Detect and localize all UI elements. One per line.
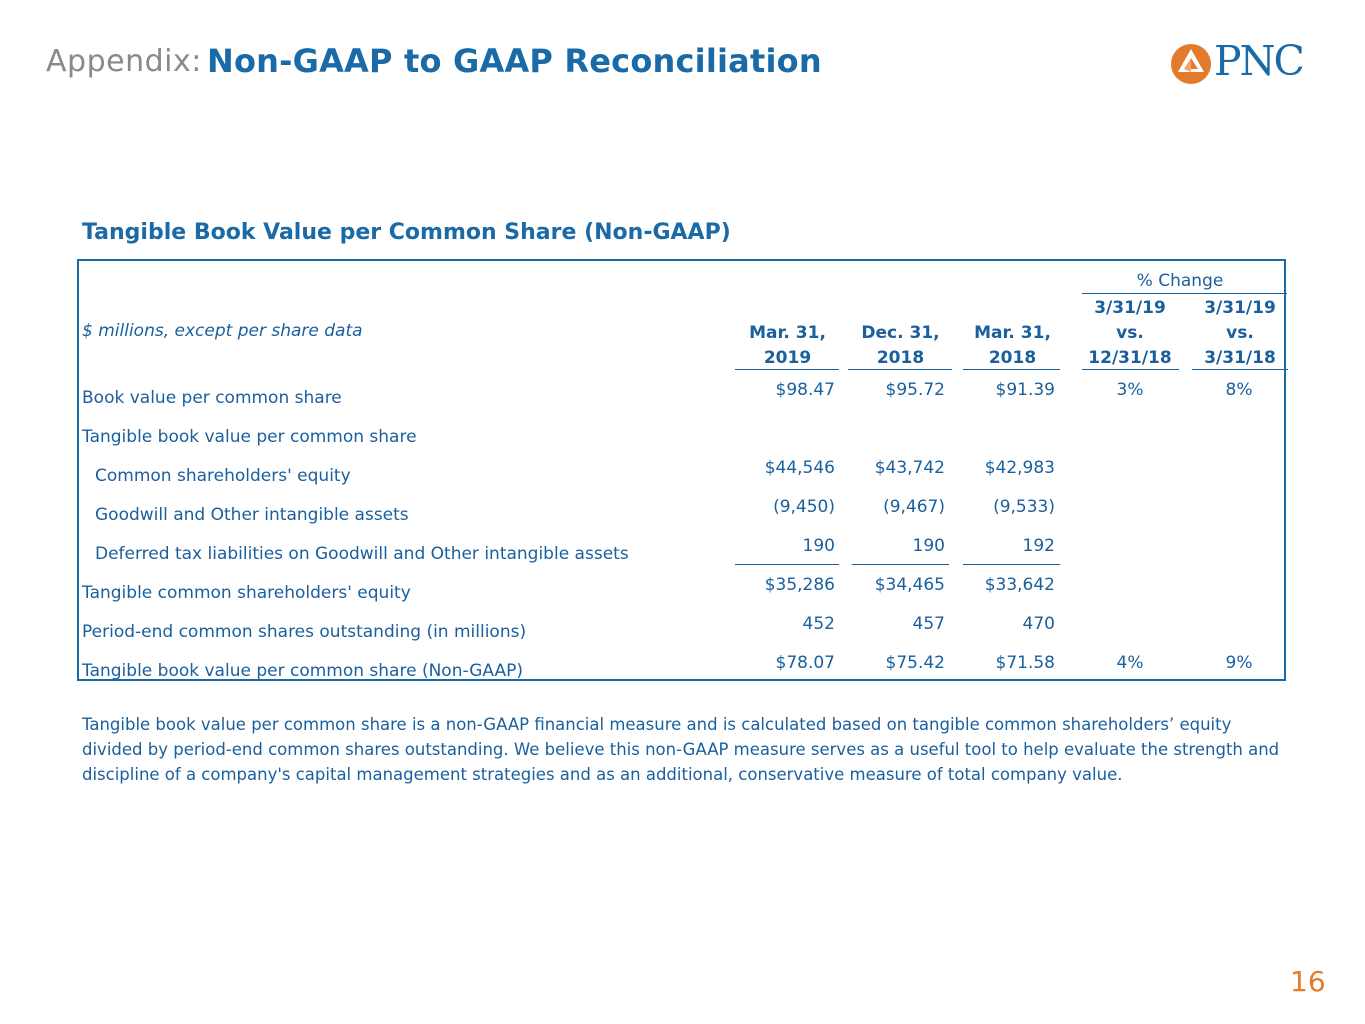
row-value: 470: [1022, 614, 1055, 634]
header-underline: [848, 369, 952, 370]
row-value: (9,450): [773, 497, 835, 517]
row-pct: 4%: [1116, 653, 1144, 673]
row-label: Goodwill and Other intangible assets: [95, 505, 409, 525]
subtotal-underline: [852, 564, 949, 565]
row-value: $71.58: [995, 653, 1055, 673]
row-label: Tangible book value per common share: [82, 427, 417, 447]
row-value: $33,642: [984, 575, 1055, 595]
subtotal-underline: [735, 564, 839, 565]
row-pct: 9%: [1225, 653, 1253, 673]
header-underline: [1192, 369, 1288, 370]
pct-col-header-line3: 12/31/18: [1088, 348, 1172, 368]
row-value: $44,546: [764, 458, 835, 478]
pct-col-header-line1: 3/31/19: [1094, 298, 1166, 318]
col-header-line1: Mar. 31,: [974, 323, 1051, 343]
pct-col-header-line3: 3/31/18: [1204, 348, 1276, 368]
table-frame: [77, 259, 1286, 681]
col-header-line2: 2018: [876, 348, 925, 368]
col-header-line2: 2019: [763, 348, 812, 368]
section-title: Tangible Book Value per Common Share (No…: [82, 220, 731, 245]
pct-change-underline: [1082, 293, 1287, 294]
row-label: Tangible book value per common share (No…: [82, 661, 524, 681]
row-pct: 8%: [1225, 380, 1253, 400]
logo-text: PNC: [1214, 37, 1305, 85]
row-value: 452: [802, 614, 835, 634]
row-value: $34,465: [874, 575, 945, 595]
row-value: $75.42: [885, 653, 945, 673]
row-pct: 3%: [1116, 380, 1144, 400]
row-value: (9,533): [993, 497, 1055, 517]
row-value: $42,983: [984, 458, 1055, 478]
row-value: $78.07: [775, 653, 835, 673]
col-header-line1: Mar. 31,: [749, 323, 826, 343]
pct-col-header-line2: vs.: [1116, 323, 1144, 343]
header-underline: [1082, 369, 1179, 370]
pct-change-header: % Change: [1136, 271, 1224, 291]
row-value: 192: [1022, 536, 1055, 556]
pct-col-header-line2: vs.: [1226, 323, 1254, 343]
page-title: Non-GAAP to GAAP Reconciliation: [207, 42, 822, 80]
row-value: (9,467): [883, 497, 945, 517]
row-value: $98.47: [775, 380, 835, 400]
row-value: $35,286: [764, 575, 835, 595]
pnc-logo: PNC: [1170, 37, 1322, 88]
row-value: 457: [912, 614, 945, 634]
row-label: Tangible common shareholders' equity: [82, 583, 411, 603]
row-value: $43,742: [874, 458, 945, 478]
row-value: $91.39: [995, 380, 1055, 400]
row-label: Period-end common shares outstanding (in…: [82, 622, 527, 642]
header-underline: [735, 369, 839, 370]
row-value: 190: [802, 536, 835, 556]
footnote: Tangible book value per common share is …: [82, 715, 1280, 784]
row-label: Common shareholders' equity: [95, 466, 351, 486]
header-prefix: Appendix:: [46, 44, 202, 79]
units-label: $ millions, except per share data: [82, 321, 363, 341]
col-header-line1: Dec. 31,: [861, 323, 940, 343]
pct-col-header-line1: 3/31/19: [1204, 298, 1276, 318]
row-value: $95.72: [885, 380, 945, 400]
header-underline: [963, 369, 1060, 370]
pnc-triangle-logo-icon: [1171, 44, 1211, 84]
page-number: 16: [1290, 965, 1326, 998]
subtotal-underline: [963, 564, 1060, 565]
row-label: Deferred tax liabilities on Goodwill and…: [95, 544, 629, 564]
row-label: Book value per common share: [82, 388, 342, 408]
col-header-line2: 2018: [988, 348, 1037, 368]
row-value: 190: [912, 536, 945, 556]
